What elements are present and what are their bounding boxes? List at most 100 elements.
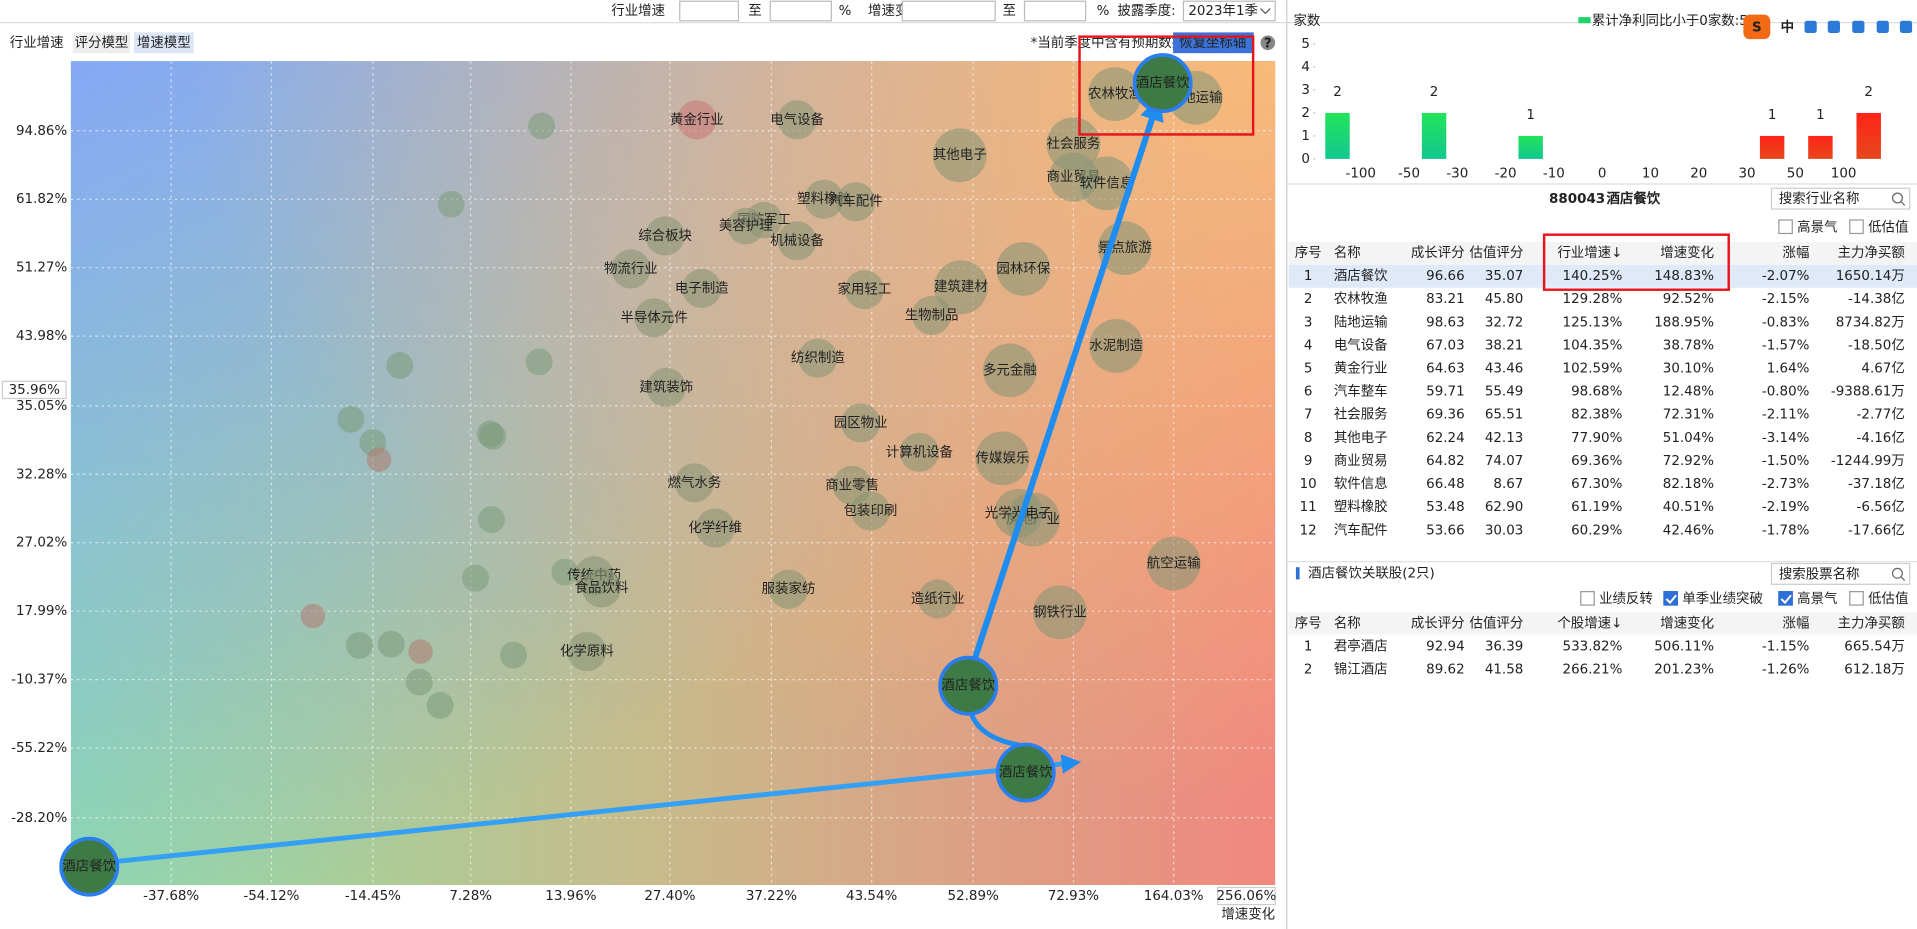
bubble[interactable] xyxy=(345,631,373,659)
checkbox[interactable] xyxy=(1849,591,1864,606)
bubble[interactable] xyxy=(836,182,876,222)
bubble[interactable] xyxy=(479,422,507,450)
bubble[interactable] xyxy=(377,630,405,658)
checkbox-label[interactable]: 高景气 xyxy=(1797,590,1837,607)
bubble[interactable] xyxy=(798,338,838,378)
column-header[interactable]: 增速变化 xyxy=(1660,615,1714,631)
column-header[interactable]: 成长评分 xyxy=(1411,615,1465,631)
bubble[interactable] xyxy=(405,668,433,696)
checkbox-label[interactable]: 低估值 xyxy=(1868,591,1908,607)
trail-bubble[interactable] xyxy=(938,655,999,716)
bubble[interactable] xyxy=(1088,67,1142,122)
help-label[interactable]: ? xyxy=(1264,36,1272,51)
input[interactable] xyxy=(901,0,996,22)
column-header[interactable]: 估值评分 xyxy=(1470,615,1524,631)
column-header[interactable]: 序号 xyxy=(1295,615,1322,631)
bubble[interactable] xyxy=(844,270,884,310)
table-cell[interactable]: 酒店餐饮 xyxy=(1334,268,1388,284)
checkbox[interactable] xyxy=(1778,219,1793,235)
table-cell[interactable]: 塑料橡胶 xyxy=(1334,498,1388,515)
table-cell[interactable]: 其他电子 xyxy=(1334,430,1388,446)
table-cell[interactable]: 软件信息 xyxy=(1334,475,1388,492)
bubble[interactable] xyxy=(646,367,686,408)
column-header[interactable]: 行业增速↓ xyxy=(1557,245,1622,261)
bubble[interactable] xyxy=(695,508,735,548)
checkbox[interactable] xyxy=(1663,591,1678,606)
tab[interactable] xyxy=(72,32,131,54)
bubble[interactable] xyxy=(777,100,817,140)
checkbox[interactable] xyxy=(1849,219,1864,235)
ime-icon[interactable] xyxy=(1876,20,1889,34)
bubble[interactable] xyxy=(1146,536,1201,591)
checkbox-label[interactable]: 单季业绩突破 xyxy=(1682,591,1763,607)
bubble[interactable] xyxy=(899,432,939,472)
bubble[interactable] xyxy=(996,242,1051,296)
bubble[interactable] xyxy=(551,558,579,586)
checkbox-label[interactable]: 业绩反转 xyxy=(1599,591,1653,607)
trail-bubble[interactable] xyxy=(1132,53,1193,114)
table-cell[interactable]: 农林牧渔 xyxy=(1334,291,1388,307)
ime-lang[interactable]: 中 xyxy=(1781,19,1794,36)
bubble[interactable] xyxy=(300,603,326,629)
checkbox[interactable] xyxy=(1580,591,1595,606)
checkbox-label[interactable]: 低估值 xyxy=(1868,219,1908,235)
checkbox-label[interactable]: 高景气 xyxy=(1797,218,1837,235)
column-header[interactable]: 成长评分 xyxy=(1411,245,1465,261)
bubble[interactable] xyxy=(337,405,365,433)
bubble[interactable] xyxy=(1089,319,1144,373)
bubble[interactable] xyxy=(462,564,490,592)
table-cell[interactable]: 汽车整车 xyxy=(1334,383,1388,400)
trail-bubble[interactable] xyxy=(995,742,1056,803)
input[interactable] xyxy=(769,0,832,22)
ime-icon[interactable] xyxy=(1804,20,1817,34)
bubble[interactable] xyxy=(804,179,844,219)
trail-bubble[interactable] xyxy=(59,836,120,897)
column-header[interactable]: 名称 xyxy=(1334,615,1361,631)
bubble[interactable] xyxy=(769,569,809,609)
column-header[interactable]: 序号 xyxy=(1295,245,1322,261)
bubble[interactable] xyxy=(1033,585,1087,640)
search-box[interactable] xyxy=(1770,562,1911,585)
help-icon[interactable] xyxy=(1260,35,1276,51)
column-header[interactable]: 估值评分 xyxy=(1470,245,1524,261)
ime-icon[interactable] xyxy=(1827,20,1840,34)
bubble[interactable] xyxy=(611,249,651,289)
bubble[interactable] xyxy=(850,491,891,531)
ime-icon[interactable] xyxy=(1852,20,1865,34)
bubble[interactable] xyxy=(674,463,714,503)
bubble[interactable] xyxy=(525,348,553,376)
tab-label[interactable]: 增速模型 xyxy=(137,35,191,51)
table-cell[interactable]: 锦江酒店 xyxy=(1334,662,1388,678)
select[interactable] xyxy=(1182,0,1276,22)
bubble[interactable] xyxy=(426,691,454,719)
bubble[interactable] xyxy=(912,295,952,335)
column-header[interactable]: 个股增速↓ xyxy=(1557,615,1622,631)
bubble[interactable] xyxy=(934,260,988,315)
table-cell[interactable]: 陆地运输 xyxy=(1334,314,1388,330)
bubble[interactable] xyxy=(932,128,987,183)
bubble[interactable] xyxy=(682,268,722,309)
bubble[interactable] xyxy=(727,207,765,245)
table-cell[interactable]: 商业贸易 xyxy=(1334,453,1388,469)
checkbox[interactable] xyxy=(1778,591,1793,606)
reset-label[interactable]: 恢复坐标轴 xyxy=(1179,34,1246,51)
bubble[interactable] xyxy=(777,221,817,261)
bubble[interactable] xyxy=(386,352,414,379)
column-header[interactable]: 涨幅 xyxy=(1783,615,1810,631)
bubble[interactable] xyxy=(634,298,674,338)
table-cell[interactable]: 黄金行业 xyxy=(1334,361,1388,377)
table-cell[interactable]: 汽车配件 xyxy=(1334,521,1388,538)
table-cell[interactable]: 电气设备 xyxy=(1334,336,1388,353)
column-header[interactable]: 主力净买额 xyxy=(1838,615,1906,631)
bubble[interactable] xyxy=(437,190,465,218)
bubble[interactable] xyxy=(500,641,527,669)
search-placeholder[interactable]: 搜索股票名称 xyxy=(1779,567,1860,583)
bubble[interactable] xyxy=(918,579,958,619)
bubble[interactable] xyxy=(982,343,1037,398)
ime-icon[interactable] xyxy=(1899,20,1913,34)
bubble[interactable] xyxy=(408,639,433,664)
bubble[interactable] xyxy=(366,447,392,472)
column-header[interactable]: 增速变化 xyxy=(1660,245,1714,261)
bubble[interactable] xyxy=(677,100,717,140)
bubble[interactable] xyxy=(993,488,1043,538)
